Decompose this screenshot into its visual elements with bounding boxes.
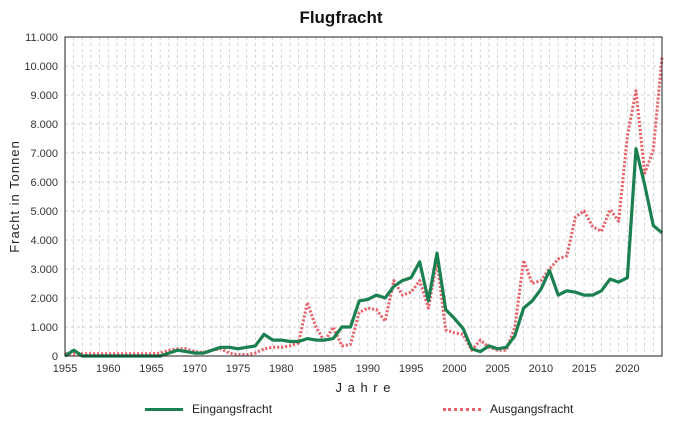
- legend: Eingangsfracht Ausgangsfracht: [0, 400, 682, 422]
- x-tick-label: 1975: [226, 363, 250, 375]
- chart-title: Flugfracht: [299, 8, 383, 27]
- x-tick-label: 1985: [312, 363, 336, 375]
- y-tick-label: 7.000: [30, 148, 58, 160]
- x-tick-label: 1955: [53, 363, 77, 375]
- x-tick-label: 2000: [442, 363, 466, 375]
- y-tick-label: 10.000: [24, 61, 58, 73]
- y-tick-label: 1.000: [30, 322, 58, 334]
- series-line-ausgangsfracht: [65, 57, 664, 357]
- x-tick-label: 1970: [183, 363, 207, 375]
- x-tick-label: 2015: [572, 363, 596, 375]
- grid-lines: [65, 37, 662, 356]
- legend-item-eingangsfracht: Eingangsfracht: [145, 402, 272, 416]
- line-chart: 0 1.000 2.000 3.000 4.000 5.000 6.000 7.000 8.00…: [7, 32, 664, 395]
- x-axis-label: J a h r e: [336, 380, 392, 395]
- x-tick-label: 2020: [615, 363, 639, 375]
- plot-frame: [64, 36, 663, 357]
- y-tick-label: 2.000: [30, 293, 58, 305]
- y-tick-label: 8.000: [30, 119, 58, 131]
- y-tick-label: 0: [52, 351, 58, 363]
- x-tick-label: 1965: [139, 363, 163, 375]
- y-tick-label: 3.000: [30, 264, 58, 276]
- x-tick-label: 1990: [356, 363, 380, 375]
- data-series: [64, 57, 664, 358]
- y-axis-label: Fracht in Tonnen: [7, 140, 22, 253]
- x-tick-label: 1995: [399, 363, 423, 375]
- x-tick-label: 2005: [485, 363, 509, 375]
- solid-line-swatch-icon: [145, 407, 183, 411]
- legend-label: Eingangsfracht: [192, 402, 273, 416]
- x-tick-label: 1980: [269, 363, 293, 375]
- y-tick-label: 9.000: [30, 90, 58, 102]
- legend-label: Ausgangsfracht: [490, 402, 574, 416]
- x-axis-ticks: 1955 1960 1965 1970 1975 1980 1985 1990 1995 2000…: [53, 363, 640, 375]
- series-line-eingangsfracht: [64, 147, 664, 358]
- y-tick-label: 11.000: [25, 32, 58, 44]
- y-tick-label: 4.000: [30, 235, 58, 247]
- legend-item-ausgangsfracht: Ausgangsfracht: [443, 402, 573, 416]
- y-axis-ticks: 0 1.000 2.000 3.000 4.000 5.000 6.000 7.000 8.00…: [24, 32, 58, 363]
- y-tick-label: 5.000: [30, 206, 58, 218]
- dotted-line-swatch-icon: [443, 407, 481, 411]
- x-tick-label: 2010: [529, 363, 553, 375]
- y-tick-label: 6.000: [30, 177, 58, 189]
- x-tick-label: 1960: [96, 363, 120, 375]
